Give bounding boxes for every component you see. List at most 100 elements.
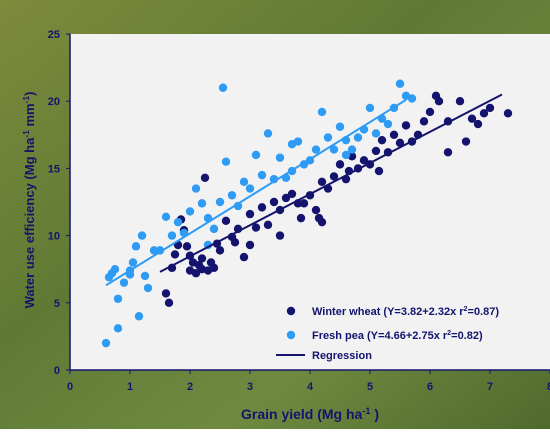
x-axis-label-part: Grain yield (Mg ha bbox=[241, 406, 363, 422]
data-point bbox=[479, 109, 489, 118]
legend-label: Fresh pea (Y=4.66+2.75x r2=0.82) bbox=[312, 329, 483, 342]
data-point bbox=[485, 103, 495, 113]
data-point bbox=[275, 231, 285, 240]
data-point bbox=[335, 122, 345, 131]
data-point bbox=[113, 324, 123, 333]
data-point bbox=[113, 294, 123, 303]
data-point bbox=[347, 145, 357, 154]
legend-marker bbox=[286, 306, 296, 316]
data-point bbox=[329, 172, 339, 181]
data-point bbox=[317, 177, 327, 187]
data-point bbox=[245, 184, 255, 193]
data-point bbox=[323, 133, 333, 142]
regression-line bbox=[159, 93, 503, 273]
data-point bbox=[137, 231, 147, 240]
regression-line bbox=[105, 99, 407, 287]
data-point bbox=[251, 150, 261, 160]
data-point bbox=[197, 199, 207, 208]
legend-label-part: =0.82) bbox=[451, 330, 483, 342]
x-axis-label: Grain yield (Mg ha-1 ) bbox=[241, 406, 379, 422]
data-point bbox=[407, 94, 417, 103]
data-point bbox=[164, 298, 174, 307]
x-tick-label: 3 bbox=[247, 381, 253, 393]
data-point bbox=[317, 107, 327, 117]
data-point bbox=[353, 133, 363, 142]
data-point bbox=[134, 312, 144, 321]
data-point bbox=[281, 193, 291, 203]
data-point bbox=[209, 263, 219, 273]
data-point bbox=[263, 220, 273, 230]
data-point bbox=[296, 213, 306, 223]
legend-marker bbox=[286, 330, 296, 340]
y-tick-label: 20 bbox=[48, 96, 60, 108]
data-point bbox=[161, 289, 171, 298]
data-point bbox=[230, 238, 240, 247]
y-axis-label-part: ) bbox=[22, 92, 37, 96]
x-axis-label-part: ) bbox=[370, 406, 379, 422]
data-point bbox=[245, 209, 255, 219]
legend-label-part: Winter wheat (Y=3.82+2.32x r bbox=[312, 306, 464, 318]
data-point bbox=[263, 129, 273, 138]
y-tick-label: 0 bbox=[54, 365, 60, 377]
data-point bbox=[239, 177, 249, 187]
data-point bbox=[293, 137, 303, 146]
x-tick-label: 1 bbox=[127, 381, 133, 393]
data-point bbox=[311, 205, 321, 215]
data-point bbox=[170, 250, 180, 259]
data-point bbox=[191, 184, 201, 193]
data-point bbox=[149, 246, 159, 255]
data-point bbox=[269, 197, 279, 207]
data-point bbox=[173, 217, 183, 227]
data-point bbox=[239, 252, 249, 262]
data-point bbox=[251, 223, 261, 232]
data-point bbox=[215, 246, 225, 255]
data-point bbox=[257, 170, 267, 180]
x-tick-label: 0 bbox=[67, 381, 73, 393]
y-tick-label: 5 bbox=[54, 298, 60, 310]
y-axis-label-part: Water use efficiency (Mg ha bbox=[22, 137, 37, 308]
y-axis-label-part: mm bbox=[22, 103, 37, 130]
data-point bbox=[329, 145, 339, 154]
data-point bbox=[287, 189, 297, 199]
data-point bbox=[395, 138, 405, 148]
legend-label-superscript: 2 bbox=[464, 305, 468, 313]
data-point bbox=[503, 109, 513, 118]
y-axis-label-superscript: -1 bbox=[21, 130, 31, 138]
legend-label: Winter wheat (Y=3.82+2.32x r2=0.87) bbox=[312, 305, 499, 318]
data-point bbox=[257, 203, 267, 212]
data-point bbox=[275, 153, 285, 162]
x-tick-label: 8 bbox=[547, 381, 550, 393]
data-point bbox=[218, 83, 228, 92]
x-tick-label: 2 bbox=[187, 381, 193, 393]
data-point bbox=[110, 265, 120, 274]
data-point bbox=[473, 119, 483, 129]
data-point bbox=[197, 254, 207, 263]
y-tick-label: 15 bbox=[48, 163, 60, 175]
legend-label-part: =0.87) bbox=[468, 306, 500, 318]
data-point bbox=[311, 145, 321, 154]
y-tick-label: 25 bbox=[48, 29, 60, 41]
data-point bbox=[371, 129, 381, 138]
data-point bbox=[197, 265, 207, 274]
data-point bbox=[443, 148, 453, 157]
data-point bbox=[395, 79, 405, 88]
data-point bbox=[245, 240, 255, 250]
y-axis-label: Water use efficiency (Mg ha-1 mm-1) bbox=[21, 92, 37, 309]
data-point bbox=[383, 119, 393, 129]
data-point bbox=[167, 231, 177, 240]
data-point bbox=[119, 278, 129, 287]
data-point bbox=[374, 166, 384, 176]
data-point bbox=[365, 103, 375, 113]
data-point bbox=[209, 224, 219, 234]
legend-label: Regression bbox=[312, 350, 372, 362]
data-point bbox=[461, 137, 471, 146]
x-tick-label: 6 bbox=[427, 381, 433, 393]
data-point bbox=[425, 107, 435, 117]
data-point bbox=[377, 135, 387, 145]
x-axis-label-superscript: -1 bbox=[362, 406, 370, 416]
data-point bbox=[185, 207, 195, 216]
data-point bbox=[191, 269, 201, 278]
data-point bbox=[131, 242, 141, 251]
